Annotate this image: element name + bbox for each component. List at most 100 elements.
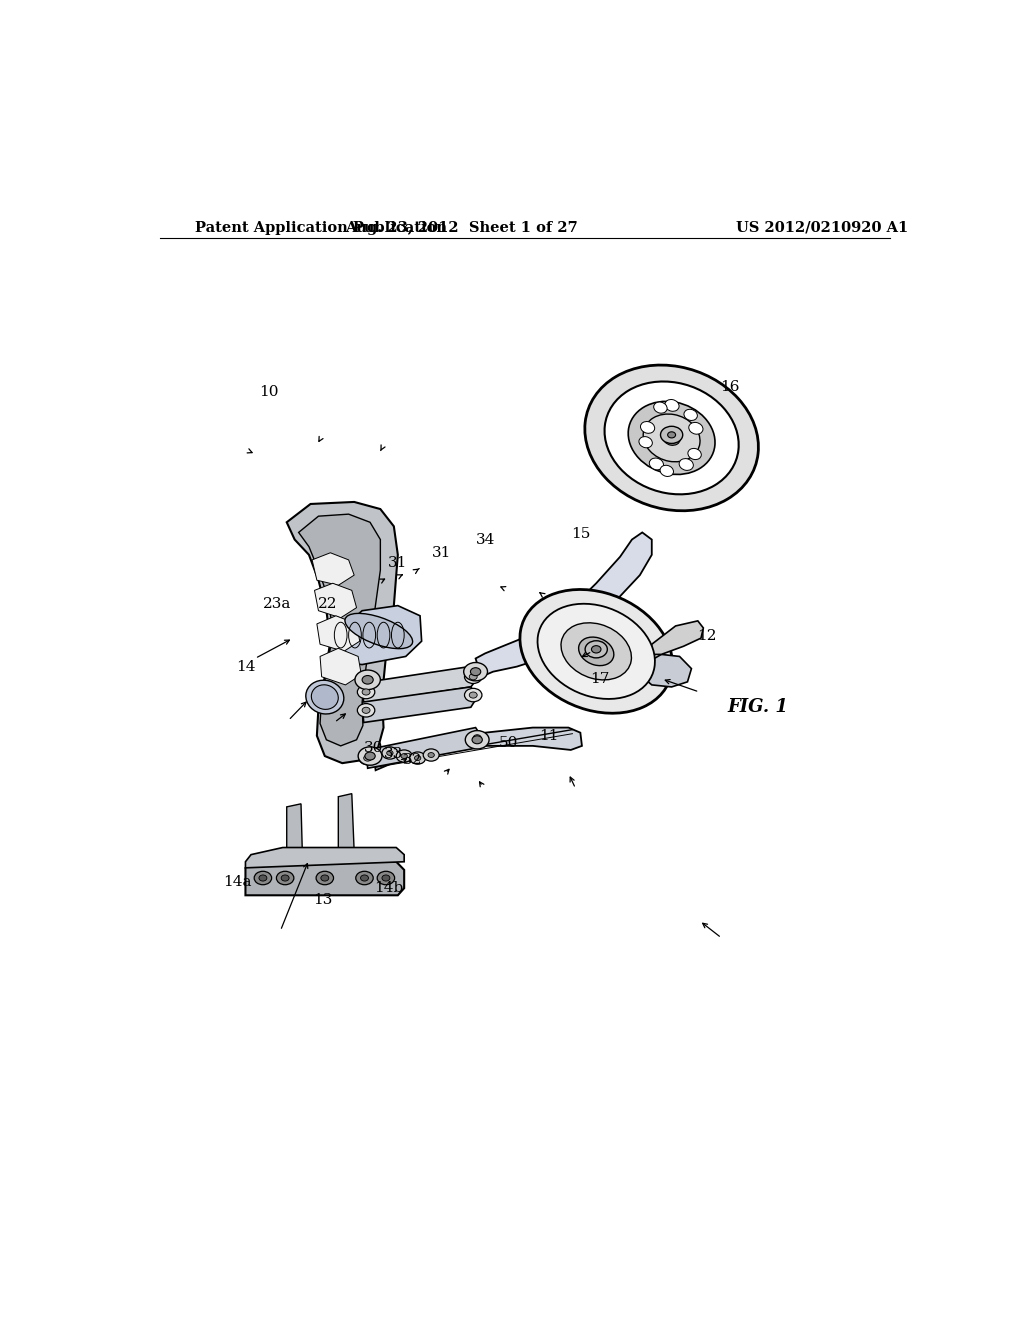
Ellipse shape [359,751,377,764]
Ellipse shape [401,754,408,759]
Ellipse shape [464,663,487,681]
Polygon shape [246,862,404,895]
Text: 10: 10 [259,385,279,399]
Ellipse shape [689,422,703,434]
Ellipse shape [679,458,693,470]
Ellipse shape [468,731,486,744]
Ellipse shape [357,685,375,698]
Ellipse shape [259,875,267,880]
Ellipse shape [665,400,679,412]
Text: 16: 16 [720,380,739,395]
Text: 12: 12 [697,630,717,643]
Polygon shape [316,615,359,651]
Ellipse shape [316,871,334,884]
Polygon shape [287,804,303,865]
Polygon shape [299,515,380,746]
Ellipse shape [520,590,673,713]
Ellipse shape [365,752,375,760]
Ellipse shape [592,645,601,653]
Polygon shape [362,667,477,704]
Polygon shape [287,502,397,763]
Ellipse shape [643,414,700,462]
Polygon shape [640,655,691,686]
Text: 31: 31 [432,545,452,560]
Ellipse shape [628,401,715,474]
Polygon shape [362,686,477,722]
Ellipse shape [415,755,421,760]
Text: 32: 32 [402,754,422,767]
Text: 14: 14 [236,660,255,673]
Polygon shape [336,606,422,664]
Ellipse shape [604,381,738,494]
Text: Aug. 23, 2012  Sheet 1 of 27: Aug. 23, 2012 Sheet 1 of 27 [345,220,578,235]
Ellipse shape [473,735,481,741]
Text: 31: 31 [388,556,408,570]
Ellipse shape [362,689,370,696]
Text: 17: 17 [591,672,610,686]
Polygon shape [374,727,582,771]
Ellipse shape [410,752,426,764]
Ellipse shape [653,403,667,413]
Ellipse shape [465,671,482,684]
Ellipse shape [684,409,697,421]
Ellipse shape [254,871,271,884]
Ellipse shape [387,751,393,755]
Ellipse shape [382,747,397,759]
Ellipse shape [639,437,652,447]
Ellipse shape [321,875,329,880]
Ellipse shape [470,668,480,676]
Ellipse shape [668,432,676,438]
Ellipse shape [469,692,477,698]
Ellipse shape [585,640,607,657]
Ellipse shape [357,704,375,717]
Text: 34: 34 [475,532,495,546]
Ellipse shape [355,671,380,689]
Text: US 2012/0210920 A1: US 2012/0210920 A1 [736,220,908,235]
Text: Patent Application Publication: Patent Application Publication [196,220,447,235]
Text: 23a: 23a [263,597,292,611]
Ellipse shape [579,638,613,665]
Polygon shape [312,553,354,585]
Text: 30: 30 [365,741,384,755]
Polygon shape [650,620,703,655]
Polygon shape [246,847,404,867]
Ellipse shape [362,676,373,684]
Ellipse shape [472,735,482,743]
Ellipse shape [423,748,439,762]
Polygon shape [367,727,483,768]
Ellipse shape [396,750,412,762]
Ellipse shape [538,603,655,700]
Text: 13: 13 [312,894,332,907]
Ellipse shape [282,875,289,880]
Ellipse shape [465,688,482,702]
Ellipse shape [688,449,701,459]
Ellipse shape [589,645,603,657]
Ellipse shape [649,458,664,470]
Text: 33: 33 [384,747,403,762]
Ellipse shape [358,747,382,766]
Text: 14a: 14a [223,875,252,890]
Ellipse shape [362,708,370,713]
Ellipse shape [469,673,477,680]
Ellipse shape [663,430,680,445]
Ellipse shape [561,623,632,680]
Ellipse shape [465,730,489,748]
Ellipse shape [364,755,372,762]
Ellipse shape [377,871,394,884]
Ellipse shape [360,875,369,880]
Text: 15: 15 [570,528,590,541]
Text: 11: 11 [539,729,558,743]
Text: FIG. 1: FIG. 1 [727,698,788,717]
Ellipse shape [276,871,294,884]
Polygon shape [321,648,361,685]
Polygon shape [314,583,356,618]
Ellipse shape [311,685,338,709]
Text: 14b: 14b [374,882,402,895]
Ellipse shape [382,875,390,880]
Ellipse shape [660,465,674,477]
Polygon shape [338,793,354,854]
Ellipse shape [640,421,654,433]
Text: 50: 50 [500,735,518,750]
Ellipse shape [306,680,344,714]
Ellipse shape [585,366,759,511]
